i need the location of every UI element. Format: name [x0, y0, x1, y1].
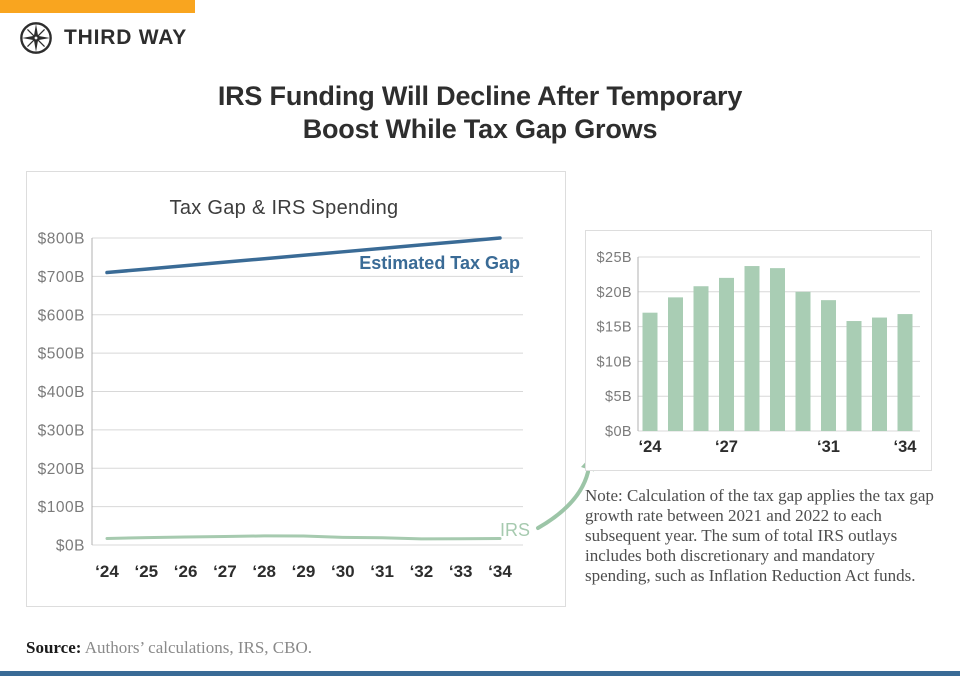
x-tick-label: ‘25 [134, 562, 158, 581]
y-tick-label: $15B [597, 320, 632, 336]
y-tick-label: $10B [597, 354, 632, 370]
y-tick-label: $25B [597, 250, 632, 266]
compass-icon [20, 22, 52, 54]
x-tick-label: ‘24 [95, 562, 119, 581]
tax-gap-series-label: Estimated Tax Gap [359, 253, 520, 273]
x-tick-label: ‘31 [817, 438, 840, 456]
irs-outlay-bar [770, 268, 785, 431]
y-tick-label: $5B [605, 389, 632, 405]
x-tick-label: ‘26 [174, 562, 198, 581]
x-tick-label: ‘24 [639, 438, 663, 456]
y-tick-label: $400B [38, 384, 85, 401]
y-tick-label: $0B [605, 424, 632, 440]
source-text: Authors’ calculations, IRS, CBO. [84, 638, 312, 657]
irs-outlay-bar [693, 286, 709, 431]
page-title-line1: IRS Funding Will Decline After Temporary [217, 81, 743, 111]
x-tick-label: ‘30 [331, 562, 355, 581]
y-tick-label: $500B [38, 346, 85, 363]
x-tick-label: ‘31 [370, 562, 394, 581]
y-tick-label: $0B [56, 538, 85, 555]
x-tick-label: ‘34 [488, 562, 512, 581]
tax-gap-line [105, 236, 502, 275]
y-tick-label: $200B [38, 461, 85, 478]
irs-outlay-bar [744, 266, 760, 431]
y-tick-label: $600B [38, 307, 85, 324]
main-chart-card: $0B $100B $200B $300B $400B $500B $600B $700B $8… [26, 171, 566, 607]
irs-outlay-bar [821, 300, 836, 431]
x-tick-label: ‘29 [292, 562, 316, 581]
brand-name: THIRD WAY [64, 26, 188, 49]
x-tick-label: ‘32 [410, 562, 434, 581]
y-tick-label: $700B [38, 269, 85, 286]
brand-accent-bar [0, 0, 195, 13]
page-title: IRS Funding Will Decline After Temporary… [0, 80, 960, 146]
tax-gap-irs-line-chart: $0B $100B $200B $300B $400B $500B $600B $700B $8… [38, 197, 530, 581]
irs-series-label: IRS [500, 520, 530, 540]
irs-outlay-bar [872, 317, 887, 431]
note-text: Note: Calculation of the tax gap applies… [585, 486, 934, 585]
footer-accent-bar [0, 671, 960, 676]
x-tick-label: ‘34 [894, 438, 918, 456]
irs-outlay-bar [897, 314, 913, 431]
irs-line [105, 534, 502, 541]
x-tick-label: ‘27 [715, 438, 738, 456]
y-tick-label: $800B [38, 231, 85, 248]
irs-spending-inset-card: $0B $5B $10B $15B $20B $25B ‘24 ‘27 ‘31 ‘34 [585, 230, 932, 471]
irs-outlay-bar [668, 297, 683, 431]
source-line: Source: Authors’ calculations, IRS, CBO. [26, 638, 312, 658]
irs-outlay-bar [846, 321, 862, 431]
x-tick-label: ‘27 [213, 562, 237, 581]
y-tick-label: $300B [38, 422, 85, 439]
y-tick-label: $20B [597, 285, 632, 301]
irs-spending-bar-chart: $0B $5B $10B $15B $20B $25B ‘24 ‘27 ‘31 ‘34 [597, 250, 920, 456]
chart-title: Tax Gap & IRS Spending [170, 197, 399, 219]
irs-outlay-bar [795, 291, 811, 431]
x-tick-label: ‘33 [449, 562, 473, 581]
source-label: Source: [26, 638, 82, 657]
x-tick-label: ‘28 [252, 562, 276, 581]
y-tick-label: $100B [38, 499, 85, 516]
page-title-line2: Boost While Tax Gap Grows [302, 114, 658, 144]
irs-outlay-bar [642, 312, 658, 431]
irs-outlay-bar [719, 277, 734, 431]
